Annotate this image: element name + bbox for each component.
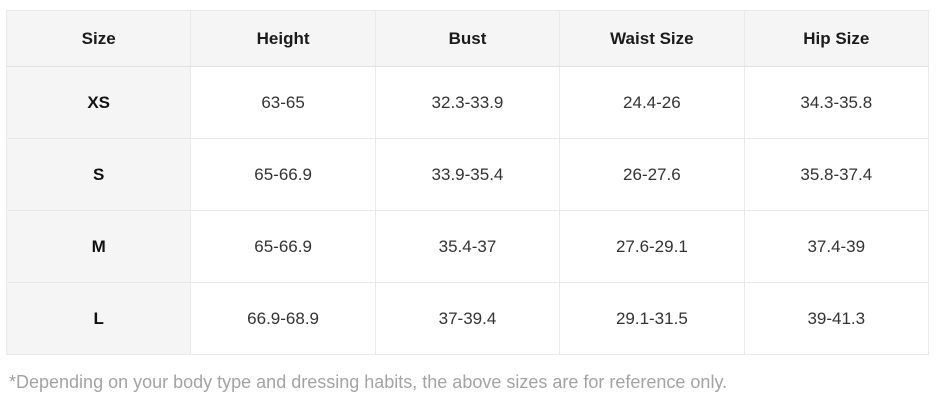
hip-value-cell: 35.8-37.4: [743, 138, 930, 211]
size-label-cell: L: [5, 282, 192, 355]
header-cell-height: Height: [190, 10, 376, 67]
bust-value-cell: 35.4-37: [374, 210, 561, 283]
height-value-cell: 63-65: [190, 66, 376, 139]
waist-value-cell: 27.6-29.1: [559, 210, 745, 283]
header-row: Size Height Bust Waist Size Hip Size: [5, 10, 930, 67]
table-row-m: M 65-66.9 35.4-37 27.6-29.1 37.4-39: [5, 210, 930, 283]
table-row-xs: XS 63-65 32.3-33.9 24.4-26 34.3-35.8: [5, 66, 930, 139]
hip-value-cell: 37.4-39: [743, 210, 930, 283]
size-chart-table: Size Height Bust Waist Size Hip Size XS …: [5, 10, 930, 355]
waist-value-cell: 24.4-26: [559, 66, 745, 139]
size-label-cell: XS: [5, 66, 192, 139]
waist-value-cell: 29.1-31.5: [559, 282, 745, 355]
waist-value-cell: 26-27.6: [559, 138, 745, 211]
height-value-cell: 65-66.9: [190, 210, 376, 283]
height-value-cell: 65-66.9: [190, 138, 376, 211]
bust-value-cell: 32.3-33.9: [374, 66, 561, 139]
bust-value-cell: 33.9-35.4: [374, 138, 561, 211]
hip-value-cell: 39-41.3: [743, 282, 930, 355]
header-cell-waist: Waist Size: [559, 10, 745, 67]
bust-value-cell: 37-39.4: [374, 282, 561, 355]
header-cell-size: Size: [5, 10, 192, 67]
table-row-s: S 65-66.9 33.9-35.4 26-27.6 35.8-37.4: [5, 138, 930, 211]
size-label-cell: M: [5, 210, 192, 283]
header-cell-bust: Bust: [374, 10, 561, 67]
header-cell-hip: Hip Size: [743, 10, 930, 67]
hip-value-cell: 34.3-35.8: [743, 66, 930, 139]
table-row-l: L 66.9-68.9 37-39.4 29.1-31.5 39-41.3: [5, 282, 930, 355]
height-value-cell: 66.9-68.9: [190, 282, 376, 355]
size-chart-panel: Size Height Bust Waist Size Hip Size XS …: [5, 10, 930, 392]
size-label-cell: S: [5, 138, 192, 211]
disclaimer-text: *Depending on your body type and dressin…: [9, 372, 728, 392]
